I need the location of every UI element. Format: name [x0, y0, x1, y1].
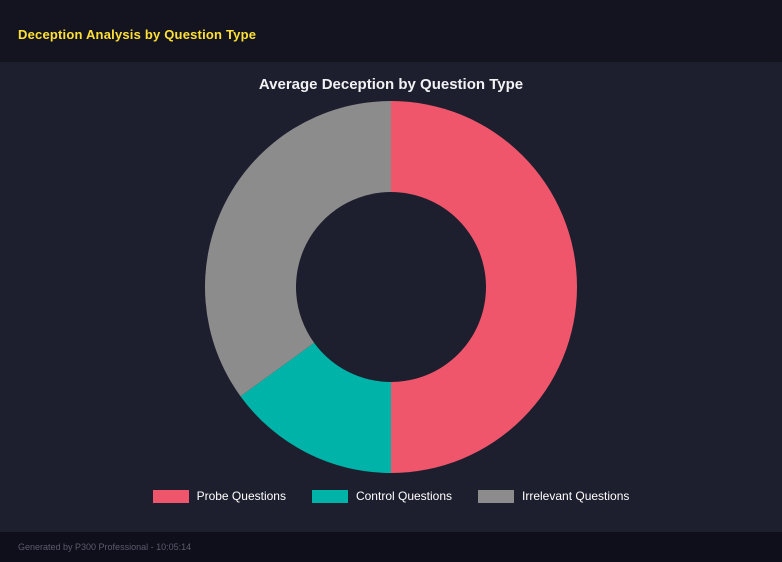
footer-status-text: Generated by P300 Professional - 10:05:1… — [18, 542, 192, 552]
chart-title: Average Deception by Question Type — [258, 76, 524, 93]
chart-panel: Average Deception by Question Type Probe… — [0, 62, 782, 532]
legend-label-irrelevant: Irrelevant Questions — [522, 489, 630, 503]
donut-segment-0[interactable] — [391, 101, 577, 473]
legend-swatch-probe — [152, 489, 189, 503]
legend-item-irrelevant[interactable]: Irrelevant Questions — [478, 489, 629, 503]
legend-item-control[interactable]: Control Questions — [311, 489, 453, 503]
legend-swatch-control — [311, 489, 348, 503]
legend-swatch-irrelevant — [478, 489, 515, 503]
page-title: Deception Analysis by Question Type — [18, 27, 257, 42]
legend-label-control: Control Questions — [355, 489, 453, 503]
donut-chart — [204, 100, 577, 473]
donut-segment-1[interactable] — [240, 342, 391, 473]
legend-label-probe: Probe Questions — [196, 489, 286, 503]
legend-item-probe[interactable]: Probe Questions — [152, 489, 286, 503]
footer-bar: Generated by P300 Professional - 10:05:1… — [0, 532, 782, 562]
chart-legend: Probe Questions Control Questions Irrele… — [152, 489, 629, 503]
donut-chart-area — [203, 99, 579, 475]
donut-segment-2[interactable] — [204, 100, 391, 397]
